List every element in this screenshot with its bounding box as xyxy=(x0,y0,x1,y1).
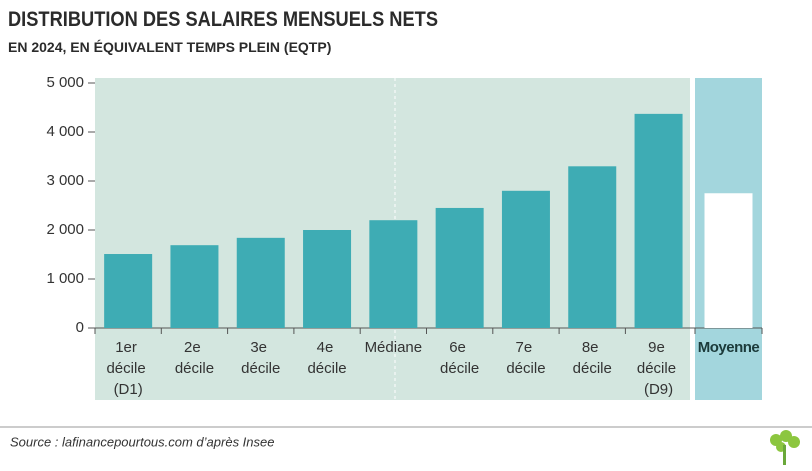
x-tick-label: Médiane xyxy=(365,339,423,356)
bar xyxy=(104,254,153,328)
bar xyxy=(634,113,683,329)
y-tick-label: 0 xyxy=(76,319,84,336)
bar xyxy=(704,193,753,328)
bar xyxy=(170,245,219,328)
x-tick-label: Moyenne xyxy=(698,339,760,356)
bar xyxy=(236,237,285,328)
bar xyxy=(303,230,352,328)
logo xyxy=(770,430,800,465)
y-tick-label: 5 000 xyxy=(46,74,84,91)
bar xyxy=(501,190,550,328)
y-tick-label: 3 000 xyxy=(46,172,84,189)
bar xyxy=(568,166,617,328)
bar xyxy=(435,207,484,328)
x-tick-label: 8e décile xyxy=(573,339,612,377)
y-tick-label: 2 000 xyxy=(46,221,84,238)
x-tick-label: 6e décile xyxy=(440,339,479,377)
x-tick-label: 9e décile (D9) xyxy=(637,339,680,398)
x-tick-label: 3e décile xyxy=(241,339,280,377)
y-tick-label: 1 000 xyxy=(46,270,84,287)
y-tick-label: 4 000 xyxy=(46,123,84,140)
x-tick-label: 7e décile xyxy=(506,339,545,377)
x-tick-label: 4e décile xyxy=(307,339,346,377)
chart-subtitle: EN 2024, EN ÉQUIVALENT TEMPS PLEIN (EQTP… xyxy=(8,39,331,55)
chart-title: DISTRIBUTION DES SALAIRES MENSUELS NETS xyxy=(8,8,438,31)
x-tick-label: 1er décile (D1) xyxy=(106,339,149,398)
bar xyxy=(369,220,418,328)
x-tick-label: 2e décile xyxy=(175,339,214,377)
source: Source : lafinancepourtous.com d’après I… xyxy=(10,434,275,449)
